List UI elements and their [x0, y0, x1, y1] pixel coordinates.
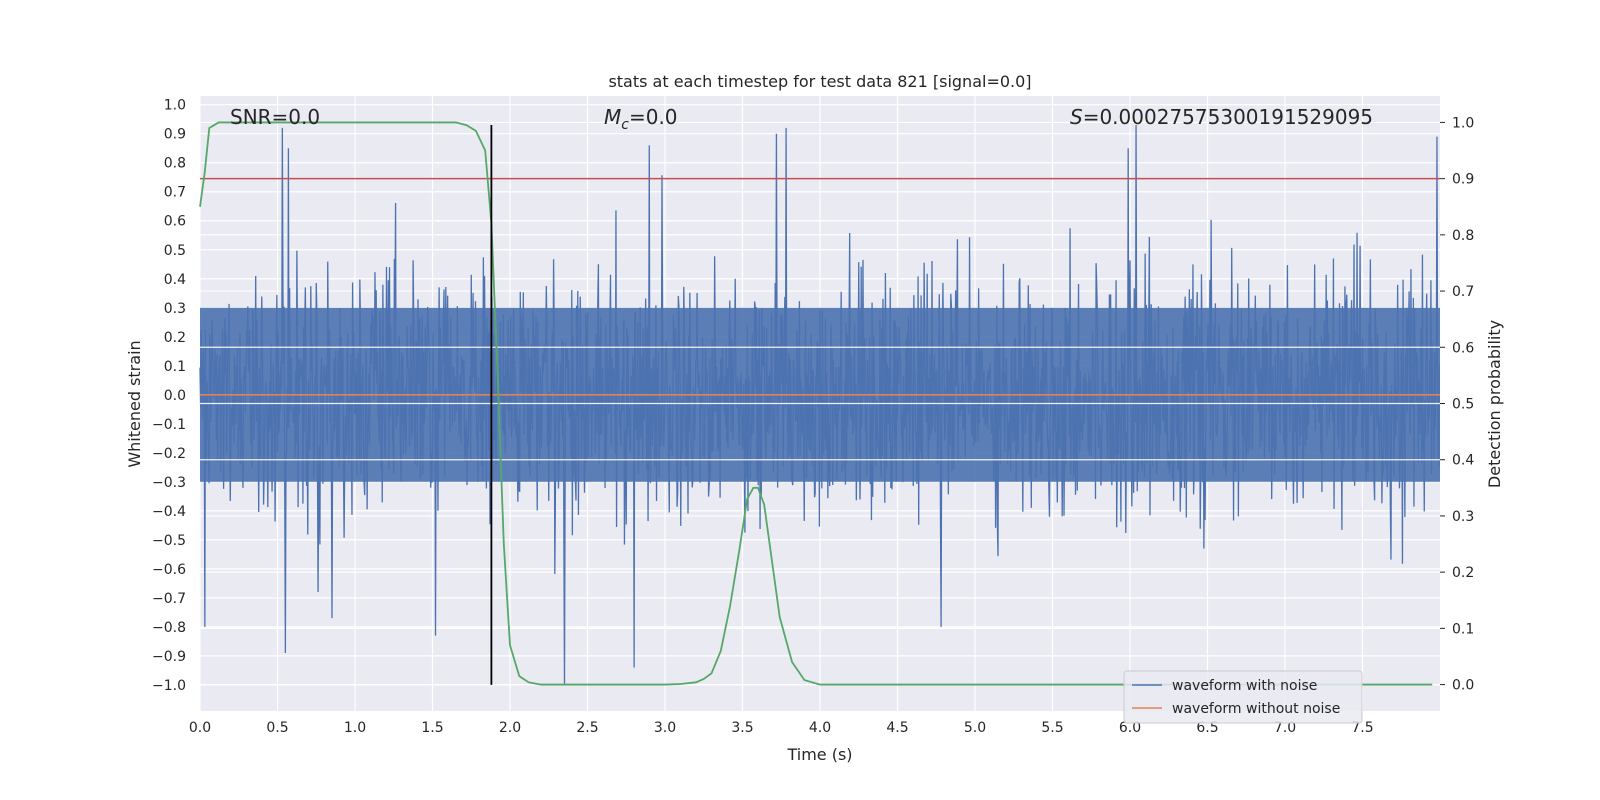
y-left-tick-label: −0.7 — [152, 591, 186, 607]
y-left-tick-label: 0.0 — [164, 388, 186, 404]
y-left-tick-label: −1.0 — [152, 678, 186, 694]
y-right-tick-label: 0.6 — [1452, 340, 1474, 356]
x-tick-label: 6.0 — [1119, 720, 1141, 736]
y-left-tick-label: −0.1 — [152, 417, 186, 433]
legend: waveform with noise waveform without noi… — [1123, 670, 1363, 724]
x-tick-label: 1.0 — [344, 720, 366, 736]
y-right-tick-label: 0.5 — [1452, 397, 1474, 413]
y-left-tick-label: 0.2 — [164, 330, 186, 346]
y-left-tick-label: 0.4 — [164, 272, 186, 288]
y-right-tick-label: 0.8 — [1452, 228, 1474, 244]
chart-title: stats at each timestep for test data 821… — [608, 72, 1031, 91]
y-left-tick-label: 0.8 — [164, 156, 186, 172]
y-left-tick-label: −0.8 — [152, 620, 186, 636]
y-right-tick-label: 0.1 — [1452, 621, 1474, 637]
x-tick-label: 1.5 — [421, 720, 443, 736]
legend-label-noise: waveform with noise — [1172, 678, 1317, 694]
y-right-tick-label: 0.9 — [1452, 172, 1474, 188]
x-tick-label: 7.5 — [1351, 720, 1373, 736]
y-axis-label-left: Whitened strain — [125, 340, 144, 467]
x-axis-label: Time (s) — [786, 745, 852, 764]
x-tick-label: 4.5 — [886, 720, 908, 736]
annotation-snr: SNR=0.0 — [230, 105, 320, 129]
y-ticks-right: 1.0 0.9 0.8 0.7 0.6 0.5 0.4 0.3 0.2 0.1 0.0 — [1440, 115, 1474, 694]
x-tick-label: 0.0 — [189, 720, 211, 736]
x-tick-label: 2.0 — [499, 720, 521, 736]
annotation-mc: Mc=0.0 — [604, 105, 678, 133]
y-axis-label-right: Detection probability — [1485, 320, 1504, 488]
x-tick-label: 3.5 — [731, 720, 753, 736]
y-left-tick-label: 1.0 — [164, 98, 186, 114]
y-right-tick-label: 0.2 — [1452, 565, 1474, 581]
y-right-tick-label: 0.4 — [1452, 453, 1474, 469]
legend-box — [1123, 670, 1363, 724]
y-right-tick-label: 0.3 — [1452, 509, 1474, 525]
y-left-tick-label: −0.2 — [152, 446, 186, 462]
x-tick-label: 2.5 — [576, 720, 598, 736]
x-tick-label: 5.0 — [964, 720, 986, 736]
annotation-s-symbol: S — [1070, 105, 1083, 129]
legend-label-clean: waveform without noise — [1172, 701, 1340, 717]
annotation-mc-sub: c — [621, 117, 629, 133]
x-tick-label: 3.0 — [654, 720, 676, 736]
detection-probability-line — [199, 121, 1433, 686]
x-ticks: 0.0 0.5 1.0 1.5 2.0 2.5 3.0 3.5 4.0 4.5 5.0 5.5 6.0 6… — [189, 720, 1374, 736]
x-tick-label: 6.5 — [1196, 720, 1218, 736]
y-left-tick-label: 0.3 — [164, 301, 186, 317]
annotation-s: S=0.00027575300191529095 — [1070, 105, 1373, 129]
annotation-s-value: =0.00027575300191529095 — [1083, 105, 1373, 129]
annotation-mc-symbol: M — [604, 105, 621, 129]
y-right-tick-label: 0.0 — [1452, 678, 1474, 694]
y-right-tick-label: 0.7 — [1452, 284, 1474, 300]
y-left-tick-label: 0.5 — [164, 243, 186, 259]
line-series — [199, 121, 1440, 686]
y-left-tick-label: −0.4 — [152, 504, 186, 520]
y-right-tick-label: 1.0 — [1452, 115, 1474, 131]
annotation-mc-value: =0.0 — [629, 105, 678, 129]
x-tick-label: 0.5 — [266, 720, 288, 736]
x-tick-label: 5.5 — [1041, 720, 1063, 736]
y-ticks-left: 1.0 0.9 0.8 0.7 0.6 0.5 0.4 0.3 0.2 0.1 0.0 −0.1 −0.… — [152, 98, 186, 694]
y-left-tick-label: 0.7 — [164, 185, 186, 201]
x-tick-label: 4.0 — [809, 720, 831, 736]
y-left-tick-label: 0.1 — [164, 359, 186, 375]
x-tick-label: 7.0 — [1274, 720, 1296, 736]
y-left-tick-label: −0.3 — [152, 475, 186, 491]
y-left-tick-label: 0.6 — [164, 214, 186, 230]
y-left-tick-label: −0.9 — [152, 649, 186, 665]
y-left-tick-label: −0.6 — [152, 562, 186, 578]
y-left-tick-label: −0.5 — [152, 533, 186, 549]
y-left-tick-label: 0.9 — [164, 127, 186, 143]
